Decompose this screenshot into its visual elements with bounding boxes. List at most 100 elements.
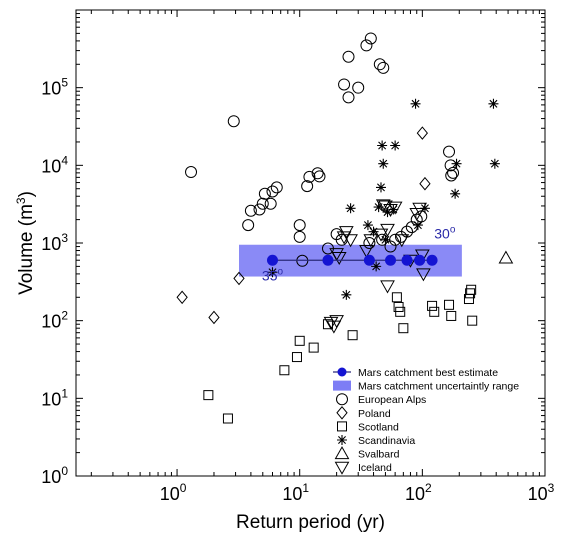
- data-point: [244, 204, 257, 217]
- x-axis-label: Return period (yr): [236, 512, 385, 533]
- mars-best-estimate-point: [414, 254, 426, 266]
- legend-marker: [337, 435, 347, 445]
- data-point: [227, 115, 240, 128]
- data-point: [331, 252, 347, 266]
- series-svalbard: [498, 250, 514, 264]
- tick-label-exponent: 3: [61, 231, 68, 245]
- data-point: [419, 176, 431, 191]
- y-tick-label: 100: [41, 464, 68, 487]
- y-tick-label: 101: [41, 386, 68, 409]
- tick-label-exponent: 1: [302, 481, 309, 495]
- legend-label: Scotland: [358, 421, 399, 433]
- mars-best-estimate-point: [363, 254, 375, 266]
- data-point: [489, 158, 500, 169]
- series-european-alps: [185, 32, 460, 267]
- data-point: [203, 390, 214, 401]
- tick-label-base: 10: [41, 79, 61, 99]
- data-point: [445, 169, 458, 182]
- data-point: [293, 219, 306, 232]
- data-point: [362, 220, 373, 231]
- data-point: [395, 306, 406, 317]
- tick-label-exponent: 2: [425, 481, 432, 495]
- data-point: [363, 237, 376, 249]
- series-poland: [176, 126, 431, 325]
- y-axis-label-sup: 3: [14, 197, 28, 204]
- data-point: [378, 158, 389, 169]
- tick-label-exponent: 2: [61, 309, 68, 323]
- tick-label-exponent: 1: [61, 386, 68, 400]
- data-point: [375, 199, 391, 213]
- y-axis-label: Volume (m3): [14, 191, 37, 295]
- y-axis-label-main: Volume (m: [16, 204, 37, 295]
- legend-point-swatch: [337, 367, 347, 377]
- data-point: [450, 188, 461, 199]
- data-point: [338, 226, 354, 240]
- data-point: [291, 352, 302, 363]
- data-point: [279, 365, 290, 376]
- data-point: [345, 203, 356, 214]
- data-point: [377, 140, 388, 151]
- data-point: [394, 234, 410, 248]
- data-point: [447, 166, 460, 179]
- data-point: [467, 315, 478, 326]
- data-point: [368, 226, 379, 237]
- y-axis-label-tail: ): [16, 191, 37, 197]
- slope-annotation-degree: o: [450, 224, 456, 235]
- tick-label-base: 10: [41, 467, 61, 487]
- data-point: [303, 170, 316, 183]
- data-point: [373, 202, 384, 213]
- y-tick-label: 102: [41, 309, 68, 332]
- data-point: [380, 280, 395, 294]
- tick-label-exponent: 5: [61, 76, 68, 90]
- data-point: [412, 220, 423, 231]
- data-point: [444, 299, 455, 310]
- data-point: [373, 58, 386, 71]
- data-point: [301, 180, 314, 193]
- data-point: [390, 140, 401, 151]
- data-point: [341, 289, 352, 300]
- tick-label-exponent: 3: [548, 481, 555, 495]
- tick-label-base: 10: [41, 389, 61, 409]
- data-point: [360, 39, 373, 52]
- tick-label-base: 10: [41, 312, 61, 332]
- data-point: [342, 50, 355, 63]
- data-point: [488, 98, 499, 109]
- tick-label-exponent: 4: [61, 153, 68, 167]
- data-point: [293, 230, 306, 243]
- data-point: [352, 81, 365, 94]
- data-point: [359, 245, 374, 259]
- data-point: [253, 203, 266, 216]
- data-point: [347, 330, 358, 341]
- data-point: [427, 300, 438, 311]
- legend-marker: [334, 461, 350, 475]
- data-point: [266, 185, 279, 198]
- data-point: [443, 145, 456, 158]
- slope-annotation-value: 30: [434, 225, 450, 241]
- data-point: [375, 182, 386, 193]
- data-point: [465, 288, 476, 299]
- data-point: [398, 323, 409, 334]
- legend-marker: [336, 393, 348, 406]
- data-point: [380, 234, 391, 245]
- data-point: [311, 167, 324, 180]
- axis-ticks: [76, 10, 546, 477]
- legend-label: Mars catchment uncertaintly range: [358, 381, 519, 393]
- x-tick-label: 101: [282, 481, 309, 504]
- data-point: [343, 234, 358, 248]
- data-point: [373, 228, 389, 242]
- legend-marker: [336, 406, 348, 420]
- y-tick-label: 103: [41, 231, 68, 254]
- tick-label-base: 10: [41, 156, 61, 176]
- data-point: [391, 292, 402, 303]
- legend-marker: [334, 446, 350, 460]
- data-point: [416, 268, 431, 282]
- slope-annotation-degree: o: [277, 266, 283, 277]
- data-point: [176, 290, 188, 305]
- mars-best-estimate-point: [401, 254, 413, 266]
- data-point: [294, 335, 305, 346]
- legend-label: Iceland: [358, 462, 392, 474]
- data-point: [222, 413, 233, 424]
- data-point: [451, 158, 462, 169]
- data-point: [410, 98, 421, 109]
